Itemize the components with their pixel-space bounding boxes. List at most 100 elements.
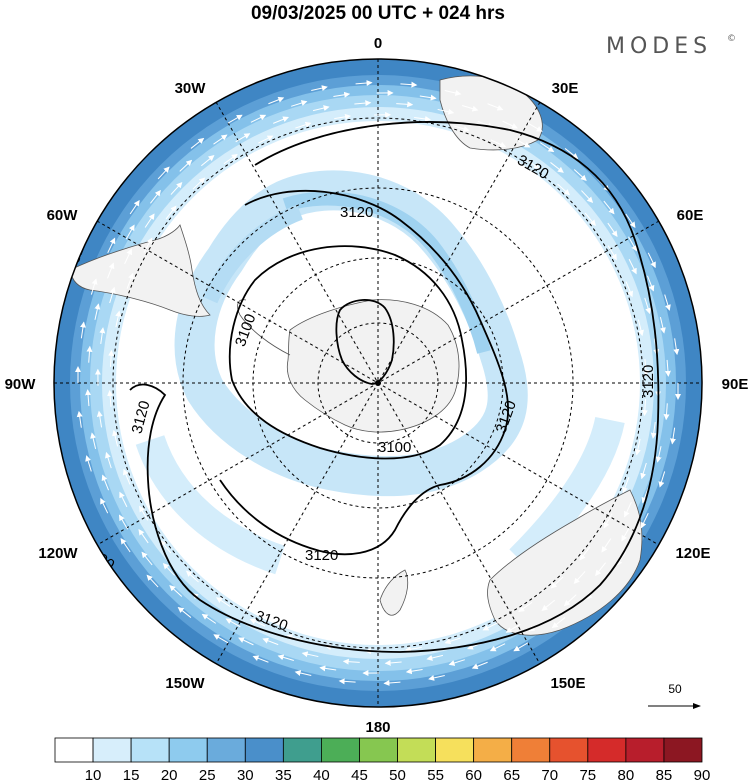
wind-arrow <box>76 410 83 428</box>
colorbar-label: 80 <box>618 767 635 782</box>
wind-arrow <box>539 142 555 153</box>
wind-arrow <box>550 576 564 589</box>
wind-arrow <box>515 138 531 148</box>
wind-arrow <box>185 570 199 583</box>
wind-arrow <box>634 438 641 456</box>
wind-arrow <box>291 100 308 107</box>
colorbar-label: 20 <box>161 767 178 782</box>
wind-arrow <box>513 642 529 652</box>
wind-arrow <box>581 190 594 203</box>
wind-arrow <box>564 148 579 160</box>
wind-arrow <box>192 177 206 190</box>
wind-arrow <box>125 224 135 240</box>
wind-arrow <box>664 294 671 311</box>
wind-arrow <box>99 327 106 344</box>
wind-arrow <box>338 678 356 685</box>
wind-arrow <box>355 80 373 87</box>
wind-arrow <box>437 108 455 115</box>
wind-arrow <box>525 159 540 169</box>
brand-mark: © <box>727 34 736 44</box>
wind-arrow <box>90 432 97 450</box>
wind-arrow <box>120 537 131 553</box>
colorbar-label: 45 <box>351 767 368 782</box>
wind-arrow <box>150 189 161 204</box>
wind-arrow <box>489 643 506 652</box>
contour-3120-inner <box>219 190 509 556</box>
wind-arrow <box>579 546 591 561</box>
wind-arrow <box>94 303 101 320</box>
contour-label-3120-a: 3120 <box>340 204 373 221</box>
wind-arrow <box>655 446 662 463</box>
wind-arrow <box>518 601 533 613</box>
wind-arrow <box>471 661 488 670</box>
inner-jet-core <box>282 191 491 354</box>
colorbar-label: 75 <box>579 767 596 782</box>
contour-label-3120-c: 3120 <box>640 365 657 398</box>
colorbar-label: 50 <box>389 767 406 782</box>
colorbar-label: 70 <box>541 767 558 782</box>
wind-arrow <box>670 427 676 445</box>
height-contours <box>129 121 660 653</box>
wind-arrow <box>616 551 627 567</box>
colorbar-swatch <box>663 737 703 763</box>
wind-arrow <box>625 281 633 298</box>
wind-arrow <box>223 153 238 165</box>
wind-arrow <box>628 236 638 252</box>
wind-arrow <box>80 321 86 339</box>
wind-arrow <box>333 91 351 98</box>
lon-label-60e: 60E <box>677 207 704 224</box>
contour-3100-loop <box>228 245 467 460</box>
wind-arrow <box>541 599 555 611</box>
wind-arrow <box>647 252 656 269</box>
wind-arrow <box>146 574 159 588</box>
wind-arrow <box>384 659 402 666</box>
polar-map-disc: 3120 3120 3120 3120 3120 3120 3120 3100 … <box>54 59 702 707</box>
colorbar-swatch <box>54 737 94 763</box>
lon-label-90w: 90W <box>5 376 37 393</box>
wind-arrow <box>603 200 615 215</box>
colorbar-swatch <box>549 737 589 763</box>
colorbar-label: 90 <box>694 767 711 782</box>
colorbar-label: 10 <box>85 767 102 782</box>
wind-arrow <box>658 471 666 488</box>
wind-arrow <box>621 526 631 542</box>
wind-arrow <box>109 286 116 304</box>
lon-label-60w: 60W <box>47 207 79 224</box>
wind-arrow <box>641 399 648 417</box>
wind-arrow <box>637 319 644 337</box>
wind-arrow <box>143 237 153 253</box>
lon-label-120e: 120E <box>675 545 710 562</box>
brand-name: MODES <box>606 34 712 59</box>
wind-arrow <box>294 670 312 676</box>
wind-arrow <box>646 275 655 292</box>
wind-arrow <box>179 159 193 172</box>
wind-arrow <box>295 121 312 129</box>
wind-arrow <box>482 622 498 631</box>
wind-arrow <box>334 113 352 120</box>
wind-arrow <box>165 205 177 220</box>
wind-arrow <box>225 618 241 628</box>
wind-arrow <box>563 594 577 607</box>
wind-arrow <box>624 501 632 518</box>
wind-arrow <box>414 115 431 122</box>
new-zealand-land <box>379 569 409 616</box>
colorbar-swatch <box>511 737 551 763</box>
colorbar-label: 65 <box>503 767 520 782</box>
australia-land <box>487 489 643 636</box>
colorbar-label: 35 <box>275 767 292 782</box>
colorbar-label: 55 <box>427 767 444 782</box>
wind-arrow <box>213 634 229 644</box>
wind-arrow <box>659 316 666 334</box>
wind-arrow <box>404 646 422 653</box>
wind-arrow <box>622 477 630 494</box>
lon-label-0: 0 <box>374 35 382 52</box>
colorbar-swatch <box>587 737 627 763</box>
wind-arrow <box>85 389 92 407</box>
wind-arrow <box>444 90 462 96</box>
lon-label-180: 180 <box>365 719 390 736</box>
wind-arrow <box>119 491 128 508</box>
south-america-land <box>69 224 211 317</box>
wind-vectors <box>75 80 681 686</box>
wind-arrow <box>595 562 606 577</box>
